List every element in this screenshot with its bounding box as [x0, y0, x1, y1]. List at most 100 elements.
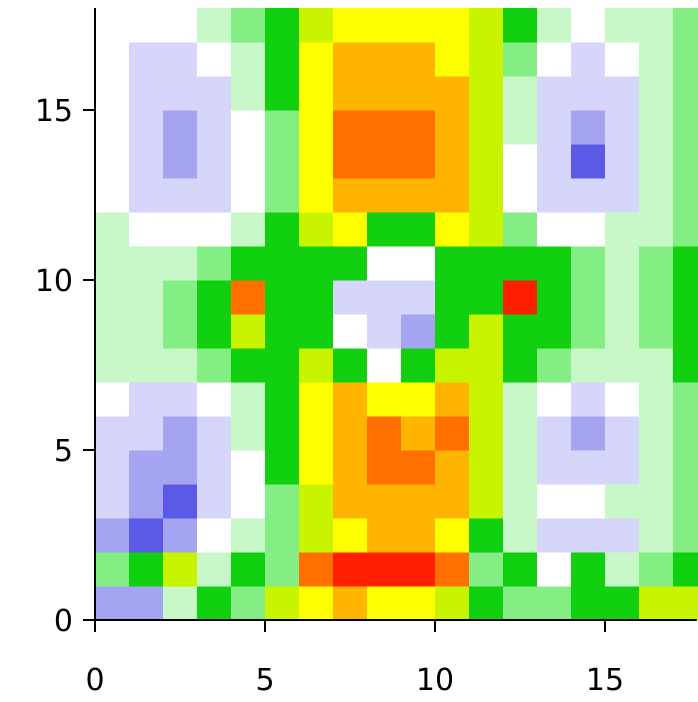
heat-cell	[537, 212, 572, 247]
heat-cell	[129, 314, 164, 349]
heat-cell	[605, 518, 640, 553]
heat-cell	[673, 382, 698, 417]
heat-cell	[231, 246, 266, 281]
heat-cell	[673, 314, 698, 349]
heat-cell	[503, 178, 538, 213]
heat-cell	[435, 212, 470, 247]
heat-cell	[639, 212, 674, 247]
heat-cell	[537, 484, 572, 519]
heat-cell	[95, 280, 130, 315]
heat-cell	[299, 484, 334, 519]
heat-cell	[95, 484, 130, 519]
heat-cell	[469, 586, 504, 620]
heat-cell	[673, 42, 698, 77]
heat-cell	[639, 76, 674, 111]
heat-cell	[95, 552, 130, 587]
heat-cell	[163, 8, 198, 43]
y-tick-label: 10	[35, 264, 73, 299]
heat-cell	[435, 484, 470, 519]
heat-cell	[605, 416, 640, 451]
heat-cell	[571, 382, 606, 417]
heatmap	[95, 8, 698, 620]
heat-cell	[469, 42, 504, 77]
heat-cell	[231, 314, 266, 349]
heat-cell	[367, 552, 402, 587]
heat-cell	[639, 382, 674, 417]
heat-cell	[673, 110, 698, 145]
heat-cell	[469, 76, 504, 111]
heat-cell	[299, 314, 334, 349]
heat-cell	[333, 178, 368, 213]
heat-cell	[401, 212, 436, 247]
heat-cell	[197, 212, 232, 247]
heat-cell	[469, 110, 504, 145]
heat-cell	[435, 246, 470, 281]
heat-cell	[469, 552, 504, 587]
heat-cell	[435, 416, 470, 451]
heat-cell	[537, 348, 572, 383]
heat-cell	[333, 144, 368, 179]
heat-cell	[333, 8, 368, 43]
heat-cell	[231, 518, 266, 553]
heat-cell	[163, 518, 198, 553]
heat-cell	[469, 314, 504, 349]
heat-cell	[435, 382, 470, 417]
heat-cell	[265, 144, 300, 179]
heat-cell	[367, 144, 402, 179]
heat-cell	[197, 76, 232, 111]
heat-cell	[129, 178, 164, 213]
heat-cell	[401, 382, 436, 417]
heat-cell	[401, 42, 436, 77]
heat-cell	[129, 42, 164, 77]
heat-cell	[197, 416, 232, 451]
heat-cell	[95, 416, 130, 451]
heat-cell	[333, 484, 368, 519]
heat-cell	[265, 212, 300, 247]
heat-cell	[537, 450, 572, 485]
heat-cell	[435, 42, 470, 77]
heat-cell	[95, 42, 130, 77]
heat-cell	[367, 382, 402, 417]
heat-cell	[605, 212, 640, 247]
heat-cell	[163, 552, 198, 587]
heat-cell	[503, 280, 538, 315]
heat-cell	[605, 42, 640, 77]
heat-cell	[163, 280, 198, 315]
heat-cell	[163, 76, 198, 111]
heat-cell	[401, 314, 436, 349]
heat-cell	[571, 586, 606, 620]
heat-cell	[163, 212, 198, 247]
heat-cell	[639, 314, 674, 349]
heat-cell	[673, 552, 698, 587]
heat-cell	[367, 76, 402, 111]
heat-cell	[571, 416, 606, 451]
heat-cell	[571, 212, 606, 247]
heat-cell	[571, 518, 606, 553]
heat-cell	[537, 110, 572, 145]
heat-cell	[333, 518, 368, 553]
heat-cell	[129, 212, 164, 247]
heat-cell	[401, 76, 436, 111]
heat-cell	[605, 450, 640, 485]
heat-cell	[333, 416, 368, 451]
heat-cell	[605, 8, 640, 43]
heat-cell	[673, 416, 698, 451]
heat-cell	[435, 450, 470, 485]
heat-cell	[435, 280, 470, 315]
heat-cell	[639, 518, 674, 553]
heat-cell	[231, 450, 266, 485]
heat-cell	[231, 280, 266, 315]
heat-cell	[469, 246, 504, 281]
heat-cell	[639, 484, 674, 519]
heat-cell	[197, 348, 232, 383]
heat-cell	[367, 450, 402, 485]
heat-cell	[163, 42, 198, 77]
heat-cell	[333, 280, 368, 315]
heat-cell	[95, 586, 130, 620]
heat-cell	[571, 484, 606, 519]
heat-cell	[537, 144, 572, 179]
heat-cell	[265, 416, 300, 451]
heat-cell	[299, 144, 334, 179]
heat-cell	[639, 110, 674, 145]
